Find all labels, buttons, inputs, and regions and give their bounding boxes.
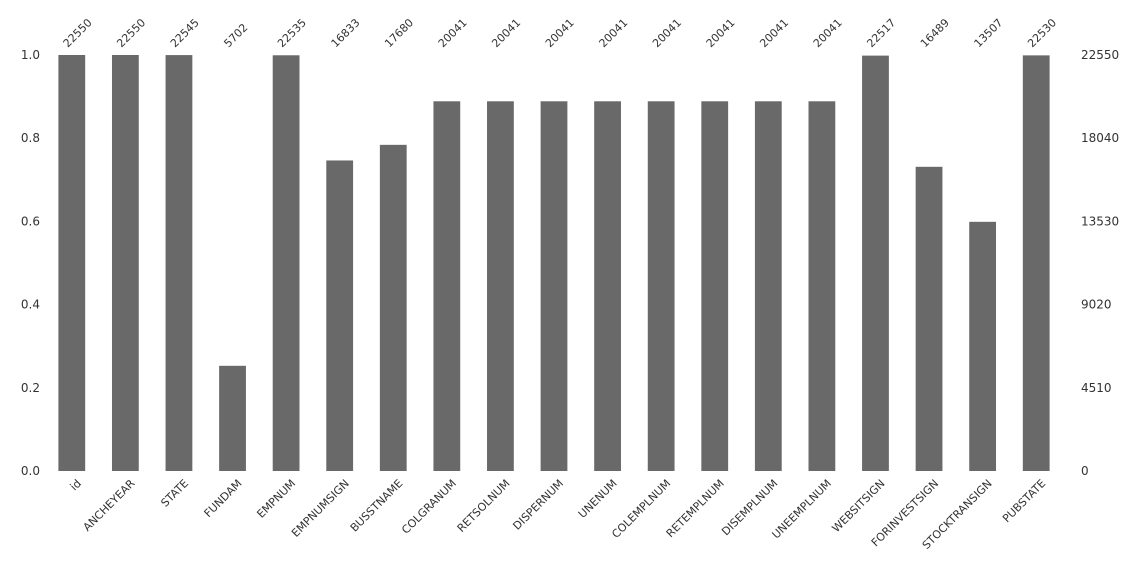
bar	[754, 101, 782, 471]
left-tick-label: 0.4	[21, 298, 40, 312]
count-label: 22545	[168, 16, 202, 50]
right-tick-label: 9020	[1081, 298, 1112, 312]
category-label: EMPNUMSIGN	[289, 477, 352, 540]
category-label: COLGRANUM	[399, 477, 459, 537]
count-label: 16489	[918, 16, 952, 50]
category-label: ANCHEYEAR	[81, 477, 138, 534]
count-label: 13507	[972, 16, 1006, 50]
count-label: 20041	[597, 16, 631, 50]
right-tick-label: 13530	[1081, 214, 1119, 228]
left-tick-label: 1.0	[21, 48, 40, 62]
count-label: 20041	[757, 16, 791, 50]
bar	[594, 101, 621, 471]
bar	[862, 55, 889, 472]
count-label: 20041	[704, 16, 738, 50]
category-label: RETEMPLNUM	[664, 477, 727, 540]
count-label: 20041	[650, 16, 684, 50]
bar	[219, 365, 246, 471]
bar	[969, 221, 997, 471]
category-label: FUNDAM	[202, 477, 245, 520]
right-tick-label: 22550	[1081, 48, 1119, 62]
bar	[111, 55, 139, 471]
right-tick-label: 4510	[1081, 381, 1112, 395]
count-label: 17680	[382, 16, 416, 50]
category-label: id	[68, 477, 84, 493]
left-tick-label: 0.2	[21, 381, 40, 395]
count-label: 22550	[114, 16, 148, 50]
bar	[701, 101, 729, 471]
bar	[433, 101, 461, 471]
bar	[487, 101, 514, 471]
right-tick-label: 0	[1081, 464, 1089, 478]
bar	[808, 101, 836, 471]
category-label: EMPNUM	[254, 477, 298, 521]
right-tick-label: 18040	[1081, 131, 1119, 145]
category-label: DISPERNUM	[510, 477, 566, 533]
count-label: 22530	[1025, 16, 1059, 50]
bars	[58, 55, 1050, 472]
count-label: 22550	[61, 16, 95, 50]
left-axis: 0.0 0.2 0.4 0.6 0.8 1.0	[21, 48, 40, 478]
bar	[165, 55, 193, 472]
count-label: 20041	[543, 16, 577, 50]
category-label: DISEMPLNUM	[719, 477, 780, 538]
bar	[1022, 55, 1050, 471]
category-label: RETSOLNUM	[455, 477, 513, 535]
left-tick-label: 0.8	[21, 131, 40, 145]
category-label: BUSSTNAME	[348, 477, 406, 535]
bar	[647, 101, 675, 471]
category-label: UNENUM	[576, 477, 620, 521]
left-tick-label: 0.0	[21, 464, 40, 478]
count-labels: 22550 22550 22545 5702 22535 16833 17680 20041 2…	[61, 16, 1059, 50]
count-label: 22517	[864, 16, 898, 50]
count-label: 22535	[275, 16, 309, 50]
bar	[272, 55, 300, 471]
count-label: 20041	[489, 16, 523, 50]
category-label: STATE	[158, 477, 191, 510]
category-label: PUBSTATE	[1000, 477, 1048, 525]
bar	[915, 166, 943, 471]
bar	[326, 160, 354, 471]
category-label: WEBSITSIGN	[830, 477, 888, 535]
count-label: 16833	[329, 16, 363, 50]
right-axis: 0 4510 9020 13530 18040 22550	[1081, 48, 1119, 478]
bar	[540, 101, 568, 471]
left-tick-label: 0.6	[21, 214, 40, 228]
count-label: 20041	[811, 16, 845, 50]
bar	[379, 144, 407, 471]
count-label: 5702	[221, 21, 250, 50]
count-label: 20041	[436, 16, 470, 50]
bar	[58, 55, 86, 471]
